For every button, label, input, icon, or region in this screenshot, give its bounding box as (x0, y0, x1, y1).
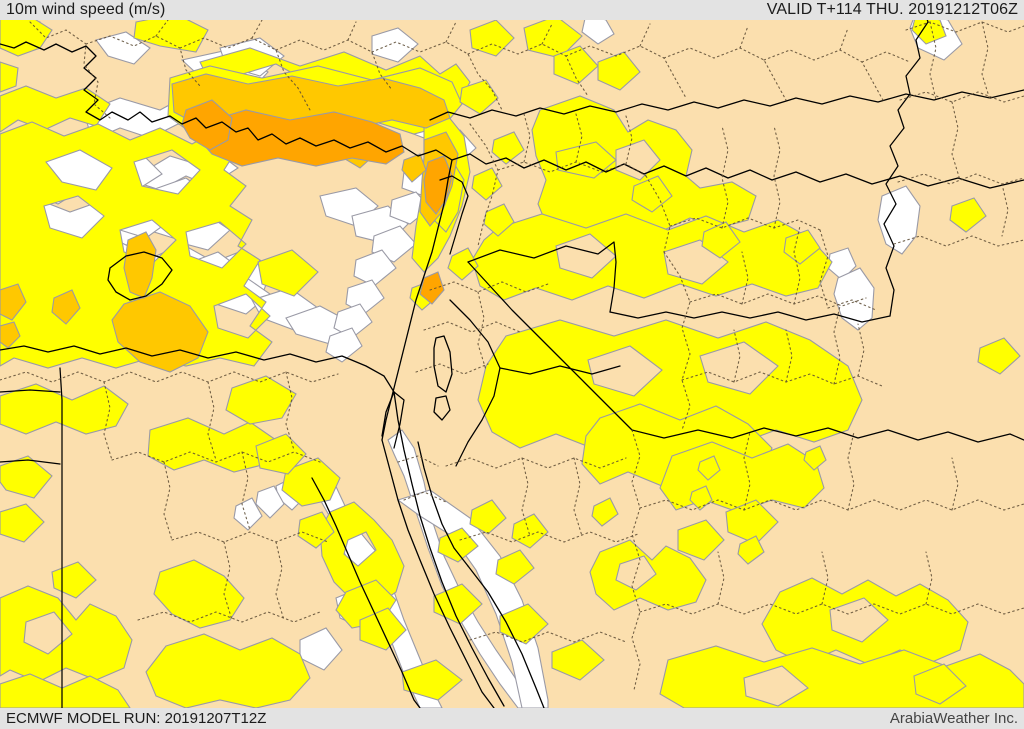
national-borders (0, 9, 1024, 709)
inland-water-bodies (433, 335, 453, 421)
provider-credit: ArabiaWeather Inc. (889, 710, 1018, 727)
valid-time-label: VALID T+114 THU. 20191212T06Z (766, 1, 1018, 18)
footer-bar: ECMWF MODEL RUN: 20191207T12Z ArabiaWeat… (0, 708, 1024, 729)
model-run-label: ECMWF MODEL RUN: 20191207T12Z (6, 710, 267, 727)
header-bar: 10m wind speed (m/s) VALID T+114 THU. 20… (0, 0, 1024, 20)
subnational-borders (0, 19, 1024, 691)
coastlines (0, 41, 1024, 709)
page-title: 10m wind speed (m/s) (6, 1, 166, 18)
